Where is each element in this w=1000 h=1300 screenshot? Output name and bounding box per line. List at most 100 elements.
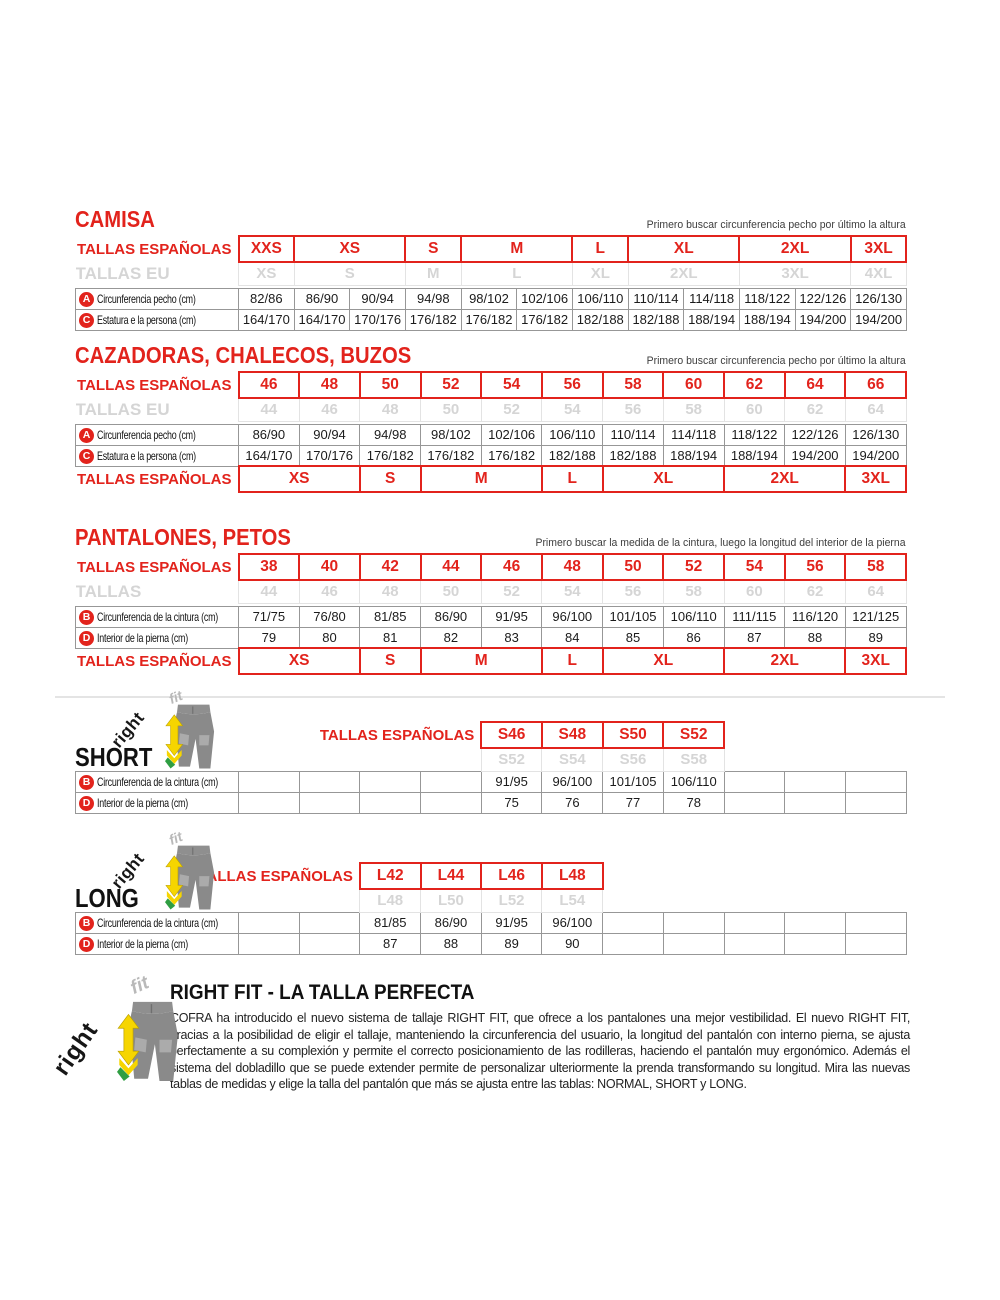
eu-size-cell: 52	[480, 579, 543, 604]
es-size-cell: S50	[601, 721, 665, 749]
measure-d-badge: D	[79, 936, 94, 952]
pantalones-eu-row: TALLAS 44 46 48 50 52 54 56 58 60 62 64	[75, 579, 907, 604]
es-size-cell	[845, 722, 906, 748]
eu-size-cell	[845, 748, 906, 771]
value-cell: 88	[420, 932, 482, 955]
eu-size-cell: 58	[662, 579, 725, 604]
es-size-cell: 46	[237, 371, 301, 399]
value-cell: 82/86	[238, 287, 295, 310]
cazadoras-row-c: C Estatura e la persona (cm) 164/170 170/1…	[75, 444, 907, 467]
es-size-cell: 48	[298, 371, 361, 399]
value-cell	[784, 911, 846, 934]
es-size-cell	[663, 863, 724, 889]
row-label-text: Circunferencia de la cintura (cm)	[97, 775, 218, 790]
pantalones-title: PANTALONES, PETOS	[75, 524, 291, 550]
value-cell: 102/106	[480, 423, 543, 446]
row-label-text: Circunferencia pecho (cm)	[97, 428, 196, 443]
value-cell: 182/188	[571, 308, 629, 331]
eu-size-cell: XS	[238, 261, 295, 286]
short-heading: SHORT	[75, 742, 153, 772]
es-size-cell: 58	[601, 371, 665, 399]
value-cell: 94/98	[404, 287, 462, 310]
cazadoras-header: CAZADORAS, CHALECOS, BUZOS Primero busca…	[75, 342, 906, 369]
letter-size-cell: L	[540, 465, 604, 493]
value-cell	[420, 791, 482, 814]
value-cell: 90/94	[298, 423, 361, 446]
value-cell: 76/80	[298, 605, 361, 628]
es-size-cell: 44	[419, 553, 483, 581]
eu-size-cell: L48	[359, 888, 422, 913]
camisa-table: TALLAS ESPAÑOLAS XXS XS S M L XL 2XL 3XL TALLAS…	[75, 235, 908, 331]
cazadoras-letter-row: TALLAS ESPAÑOLAS XS S M L XL 2XL 3XL	[76, 465, 908, 493]
eu-size-cell: 54	[541, 397, 604, 422]
rightfit-logo-large: right fit	[48, 972, 185, 1097]
short-row-d: D Interior de la pierna (cm) 75 76 77 78	[75, 791, 907, 814]
eu-size-cell	[785, 889, 846, 912]
es-size-cell	[785, 863, 846, 889]
letter-size-cell: S	[358, 647, 422, 675]
es-size-cell: S48	[540, 721, 604, 749]
value-cell: 188/194	[662, 444, 725, 467]
measure-c-badge: C	[79, 312, 94, 328]
value-cell: 84	[541, 626, 604, 649]
eu-size-cell: 2XL	[627, 261, 740, 286]
value-cell	[298, 770, 361, 793]
pantalones-row-d: D Interior de la pierna (cm) 79 80 81 82 83 84…	[75, 626, 907, 649]
es-size-cell: S46	[480, 721, 543, 749]
value-cell: 89	[844, 626, 907, 649]
measure-b-badge: B	[79, 915, 94, 931]
tallas-label: TALLAS	[75, 581, 142, 601]
tallas-espanolas-label: TALLAS ESPAÑOLAS	[198, 867, 353, 885]
rightfit-title: RIGHT FIT - LA TALLA PERFECTA	[170, 981, 475, 1004]
row-label: B Circunferencia de la cintura (cm)	[75, 911, 239, 934]
value-cell	[723, 770, 786, 793]
value-cell	[298, 911, 361, 934]
letter-size-cell: 2XL	[722, 465, 847, 493]
es-size-cell: 42	[358, 553, 422, 581]
short-table: TALLAS ESPAÑOLAS S46 S48 S50 S52 S52 S54 S56 S…	[75, 721, 907, 814]
value-cell: 106/110	[662, 605, 725, 628]
letter-size-cell: S	[358, 465, 422, 493]
es-size-cell: 52	[662, 553, 725, 581]
value-cell: 101/105	[602, 770, 664, 793]
section-short: right fit SHORT TALLAS ESPAÑOLAS S46 S48 S…	[75, 687, 907, 814]
pantalones-es-row: TALLAS ESPAÑOLAS 38 40 42 44 46 48 50 52 54 56 58	[76, 553, 908, 581]
es-size-cell: 58	[844, 553, 908, 581]
eu-size-cell: L	[460, 261, 573, 286]
measure-d-badge: D	[79, 795, 94, 811]
value-cell	[238, 770, 300, 793]
value-cell: 164/170	[238, 308, 295, 331]
value-cell: 76	[541, 791, 604, 814]
value-cell: 82	[420, 626, 482, 649]
es-size-cell: M	[460, 235, 574, 263]
es-size-cell: L48	[540, 862, 604, 890]
pantalones-note: Primero buscar la medida de la cintura, …	[535, 537, 906, 549]
letter-size-cell: M	[419, 465, 543, 493]
section-cazadoras: CAZADORAS, CHALECOS, BUZOS Primero busca…	[75, 342, 908, 493]
value-cell: 87	[359, 932, 422, 955]
eu-size-cell: S	[293, 261, 406, 286]
short-es-row: TALLAS ESPAÑOLAS S46 S48 S50 S52	[76, 721, 907, 749]
tallas-espanolas-label: TALLAS ESPAÑOLAS	[319, 726, 475, 744]
row-label-text: Interior de la pierna (cm)	[97, 937, 188, 952]
value-cell: 86/90	[420, 605, 482, 628]
tallas-eu-label: TALLAS EU	[75, 399, 170, 419]
es-size-cell: 48	[540, 553, 604, 581]
eu-size-cell: 44	[238, 579, 300, 604]
es-size-cell: XXS	[237, 235, 296, 263]
section-camisa: CAMISA Primero buscar circunferencia pec…	[75, 206, 908, 331]
value-cell: 194/200	[850, 308, 907, 331]
value-cell	[784, 932, 846, 955]
row-label: D Interior de la pierna (cm)	[75, 626, 239, 649]
value-cell: 176/182	[460, 308, 518, 331]
value-cell: 90	[541, 932, 604, 955]
eu-size-cell: 48	[359, 579, 422, 604]
value-cell: 118/122	[723, 423, 786, 446]
value-cell: 91/95	[480, 770, 543, 793]
value-cell	[359, 770, 422, 793]
eu-size-cell: XL	[571, 261, 629, 286]
es-size-cell: 54	[480, 371, 543, 399]
rightfit-content: RIGHT FIT - LA TALLA PERFECTA COFRA ha i…	[170, 973, 915, 1093]
letter-size-cell: XL	[601, 647, 726, 675]
